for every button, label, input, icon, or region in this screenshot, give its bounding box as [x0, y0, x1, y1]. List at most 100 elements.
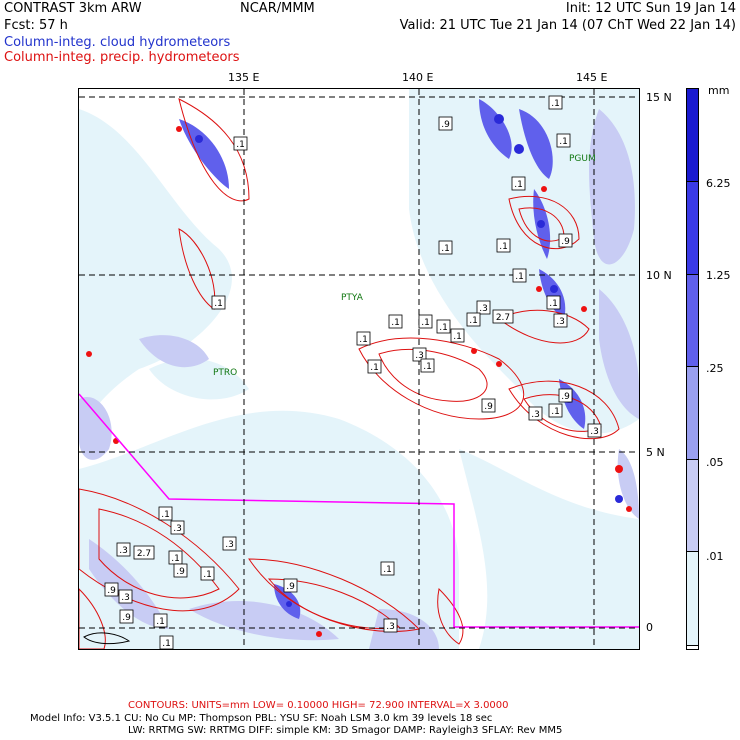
contour-label: .9	[107, 586, 116, 596]
coastline	[83, 632, 131, 645]
contour-label: .1	[515, 272, 524, 282]
contours-info: CONTOURS: UNITS=mm LOW= 0.10000 HIGH= 72…	[128, 700, 509, 711]
contour-label-box	[173, 563, 188, 578]
contour-label: .1	[549, 299, 558, 309]
contour-label: .3	[225, 540, 234, 550]
colorbar-label-0-01: .01	[706, 550, 724, 563]
contour-label: .1	[236, 140, 245, 150]
contour-label: .3	[556, 317, 565, 327]
contour-label-box	[587, 423, 602, 438]
boundary-line	[79, 393, 639, 628]
contour-label: .9	[286, 582, 295, 592]
forecast-hour: Fcst: 57 h	[4, 18, 68, 33]
station-pgum: PGUM	[569, 154, 596, 164]
contour-label: .1	[171, 554, 180, 564]
contour-label: .1	[421, 318, 430, 328]
cloud-field-light	[79, 89, 639, 649]
model-title: CONTRAST 3km ARW	[4, 1, 142, 16]
station-ptro: PTRO	[213, 368, 237, 378]
contour-label-box	[481, 398, 496, 413]
contour-label-box	[558, 233, 573, 248]
contour-label-box	[476, 300, 491, 315]
colorbar-segment	[687, 274, 698, 366]
contour-label: .3	[590, 427, 599, 437]
contour-label: .3	[386, 622, 395, 632]
contour-label-box	[153, 613, 168, 628]
contour-label: .1	[439, 323, 448, 333]
model-info-line-1: Model Info: V3.5.1 CU: No Cu MP: Thompso…	[30, 713, 493, 724]
init-time: Init: 12 UTC Sun 19 Jan 14	[565, 1, 736, 16]
contour-label: 2.7	[137, 549, 151, 559]
contour-label-box	[496, 238, 511, 253]
colorbar-label-0-25: .25	[706, 362, 724, 375]
contour-label-box	[158, 506, 173, 521]
contour-label: .1	[156, 617, 165, 627]
lon-tick-140: 140 E	[402, 71, 434, 84]
cloud-field-medium	[79, 109, 639, 649]
contour-label: .1	[162, 639, 171, 649]
contour-label: .9	[441, 120, 450, 130]
contour-label-box	[438, 240, 453, 255]
colorbar-segment	[687, 89, 698, 181]
contour-label: .3	[173, 524, 182, 534]
contour-label-box	[450, 328, 465, 343]
contour-label: .3	[479, 304, 488, 314]
valid-time: Valid: 21 UTC Tue 21 Jan 14 (07 ChT Wed …	[399, 18, 736, 33]
colorbar-unit: mm	[708, 84, 730, 97]
contour-label-box	[548, 95, 563, 110]
model-info-line-2: LW: RRTMG SW: RRTMG DIFF: simple KM: 3D …	[128, 725, 563, 736]
contour-label-box	[466, 312, 481, 327]
lon-tick-135: 135 E	[228, 71, 260, 84]
contour-label-box	[553, 313, 568, 328]
contour-label-box	[492, 309, 514, 324]
lat-tick-15n: 15 N	[646, 91, 672, 104]
contour-label-box	[222, 536, 237, 551]
contour-label: .1	[391, 318, 400, 328]
contour-label: .1	[559, 137, 568, 147]
contour-label-box	[383, 618, 398, 633]
contour-label-box	[233, 136, 248, 151]
contour-label-box	[511, 176, 526, 191]
contour-label-box	[546, 295, 561, 310]
contour-label: .1	[551, 407, 560, 417]
contour-label: .1	[161, 510, 170, 520]
contour-label: .9	[122, 613, 131, 623]
contour-label: .1	[370, 363, 379, 373]
contour-label-box	[116, 542, 131, 557]
contour-label-box	[438, 116, 453, 131]
contour-label: .9	[561, 237, 570, 247]
contour-label: .1	[203, 570, 212, 580]
colorbar-label-6-25: 6.25	[706, 177, 731, 190]
contour-label-box	[118, 589, 133, 604]
contour-label-box	[356, 331, 371, 346]
contour-label-box	[420, 358, 435, 373]
contour-label: .3	[119, 546, 128, 556]
station-ptya: PTYA	[341, 293, 364, 303]
contour-label: .1	[383, 565, 392, 575]
colorbar-segment	[687, 645, 698, 649]
colorbar	[686, 88, 699, 650]
contour-label-box	[119, 609, 134, 624]
contour-label: .1	[514, 180, 523, 190]
lon-tick-145: 145 E	[576, 71, 608, 84]
colorbar-segment	[687, 366, 698, 459]
contour-label: .3	[415, 351, 424, 361]
colorbar-segment	[687, 551, 698, 645]
contour-label: .1	[469, 316, 478, 326]
contour-label: .3	[121, 593, 130, 603]
map-canvas: PGUM PTYA PTRO .1.9.1.1.1.9.1.1.1.32.7.1…	[79, 89, 639, 649]
contour-label-box	[548, 403, 563, 418]
contour-label-box	[512, 268, 527, 283]
contour-label-box	[388, 314, 403, 329]
contour-label: .9	[484, 402, 493, 412]
contour-label-box	[211, 295, 226, 310]
lat-tick-0: 0	[646, 621, 653, 634]
legend-precip-hydrometeors: Column-integ. precip. hydrometeors	[4, 50, 240, 65]
contour-label-box	[558, 388, 573, 403]
contour-label-box	[200, 566, 215, 581]
contour-label: .1	[453, 332, 462, 342]
contour-label: .9	[561, 392, 570, 402]
legend-cloud-hydrometeors: Column-integ. cloud hydrometeors	[4, 35, 231, 50]
contour-label-box	[283, 578, 298, 593]
contour-label: .1	[214, 299, 223, 309]
